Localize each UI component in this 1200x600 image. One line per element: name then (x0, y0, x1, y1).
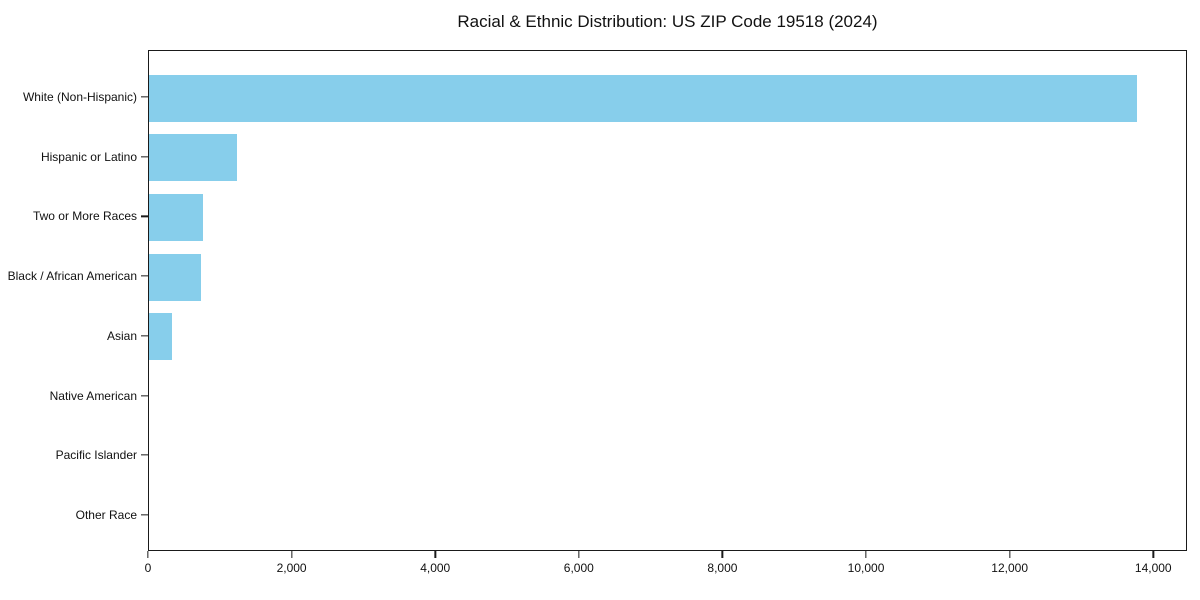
x-tick (1152, 551, 1154, 558)
bar-asian (149, 313, 173, 361)
x-tick (290, 551, 293, 558)
x-tick-label: 14,000 (1134, 561, 1172, 575)
y-axis-label: Asian (106, 328, 137, 343)
y-tick (141, 394, 148, 397)
y-axis-label: Native American (49, 388, 137, 403)
y-tick (141, 156, 148, 158)
y-tick (141, 96, 148, 98)
bar-hispanic-or-latino (149, 134, 237, 182)
y-tick (141, 454, 148, 456)
x-tick (434, 551, 436, 558)
y-axis-label: Two or More Races (32, 209, 137, 224)
x-tick (865, 551, 867, 558)
x-tick-label: 8,000 (707, 561, 738, 575)
y-tick (141, 275, 148, 277)
x-tick (578, 551, 580, 558)
y-axis-label: White (Non-Hispanic) (22, 90, 137, 104)
y-tick (141, 514, 148, 516)
x-tick-label: 6,000 (563, 561, 594, 575)
x-tick-label: 12,000 (991, 561, 1028, 575)
x-tick-label: 10,000 (847, 561, 885, 575)
bar-two-or-more-races (149, 193, 203, 241)
bar-white-non-hispanic (149, 74, 1137, 122)
x-tick-label: 4,000 (420, 561, 451, 575)
x-tick-label: 2,000 (276, 561, 307, 575)
y-axis-label: Black / African American (7, 269, 137, 284)
x-tick (1008, 551, 1011, 558)
y-axis-label: Hispanic or Latino (40, 149, 137, 164)
x-tick (721, 551, 724, 558)
chart-title: Racial & Ethnic Distribution: US ZIP Cod… (457, 12, 878, 31)
y-axis-label: Other Race (75, 507, 137, 522)
x-tick-label: 0 (144, 561, 152, 575)
bar-black-african-american (149, 253, 201, 301)
x-tick (147, 551, 149, 558)
y-tick (141, 215, 148, 218)
plot-area (148, 50, 1187, 551)
y-tick (141, 335, 148, 337)
y-axis-label: Pacific Islander (55, 448, 137, 463)
